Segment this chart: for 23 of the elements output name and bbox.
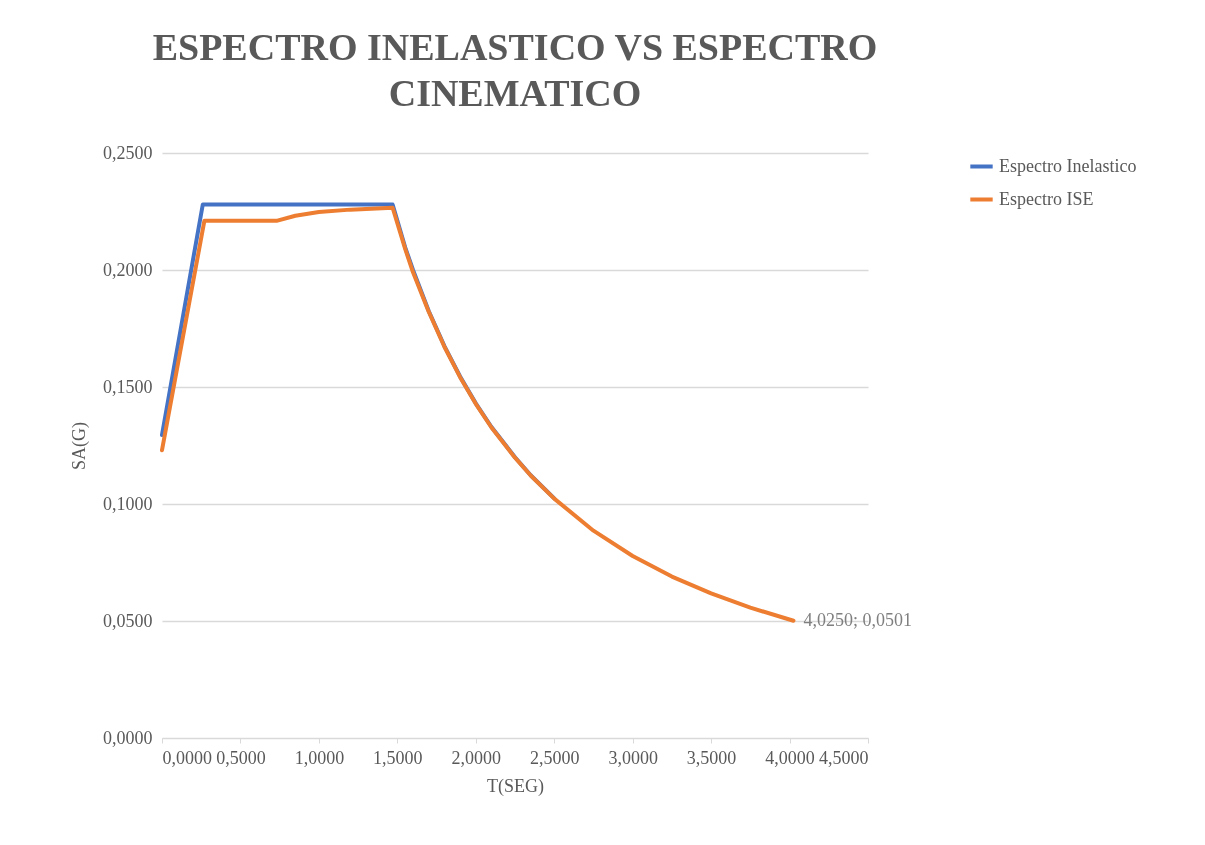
y-tick-label: 0,1500 bbox=[103, 376, 153, 397]
x-tick-label: 2,5000 bbox=[529, 747, 580, 768]
x-tick-label: 4,0000 bbox=[765, 747, 815, 768]
legend-label: Espectro ISE bbox=[999, 188, 1094, 209]
x-axis-title: T(SEG) bbox=[487, 775, 544, 797]
x-tick-label: 1,5000 bbox=[373, 747, 423, 768]
x-tick-label: 1,0000 bbox=[294, 747, 345, 768]
x-tick-label: 3,5000 bbox=[686, 747, 737, 768]
y-tick-label: 0,2000 bbox=[103, 259, 153, 280]
chart-title: ESPECTRO INELASTICO VS ESPECTRO CINEMATICO bbox=[152, 26, 878, 114]
x-tick-label: 3,0000 bbox=[608, 747, 658, 768]
x-tick-label: 0,5000 bbox=[216, 747, 266, 768]
y-axis-title: SA(G) bbox=[69, 422, 90, 470]
x-tick-label: 2,0000 bbox=[451, 747, 502, 768]
y-tick-label: 0,2500 bbox=[103, 142, 153, 163]
x-tick-label: 0,0000 bbox=[162, 747, 212, 768]
y-tick-label: 0,1000 bbox=[103, 493, 153, 514]
annotation: 4,0250; 0,0501 bbox=[803, 609, 912, 630]
legend-label: Espectro Inelastico bbox=[999, 155, 1137, 176]
x-tick-label: 4,5000 bbox=[819, 747, 869, 768]
y-tick-label: 0,0500 bbox=[103, 610, 153, 631]
line-series bbox=[160, 205, 796, 623]
y-tick-label: 0,0000 bbox=[103, 727, 153, 748]
